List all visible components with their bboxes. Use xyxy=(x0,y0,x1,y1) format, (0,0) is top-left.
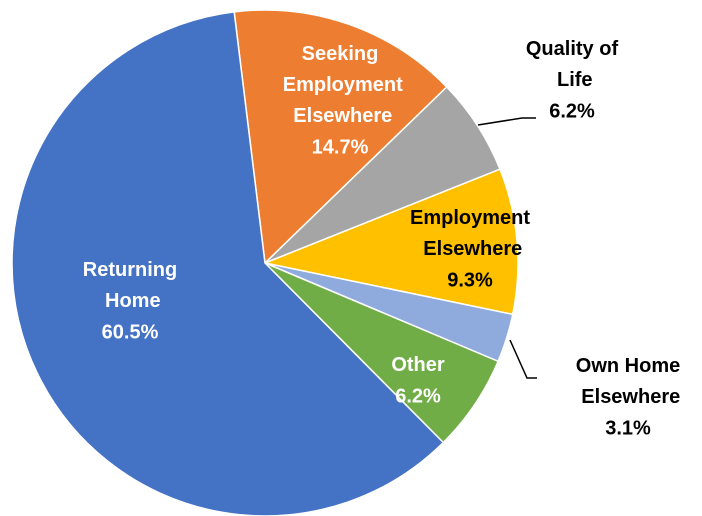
pie-slice xyxy=(262,168,519,316)
slice-label: Returning Home xyxy=(83,259,177,312)
slice-label: Own Home Elsewhere xyxy=(576,355,681,408)
slices xyxy=(11,9,519,516)
leader-line xyxy=(509,339,537,379)
value-label: 14.7% xyxy=(312,136,369,158)
slice-label: Employment Elsewhere xyxy=(410,207,530,260)
pie-slice xyxy=(11,11,445,516)
value-label: 6.2% xyxy=(395,385,441,407)
pie-slice xyxy=(233,9,448,265)
value-label: 9.3% xyxy=(447,269,493,291)
slice-label: Seeking Employment Elsewhere xyxy=(277,43,403,127)
value-label: 60.5% xyxy=(102,321,159,343)
slice-label: Other xyxy=(391,354,445,376)
slice-label: Quality of Life xyxy=(526,38,619,91)
value-label: 3.1% xyxy=(605,417,651,439)
value-label: 6.2% xyxy=(549,100,595,122)
leader-line xyxy=(477,117,536,126)
